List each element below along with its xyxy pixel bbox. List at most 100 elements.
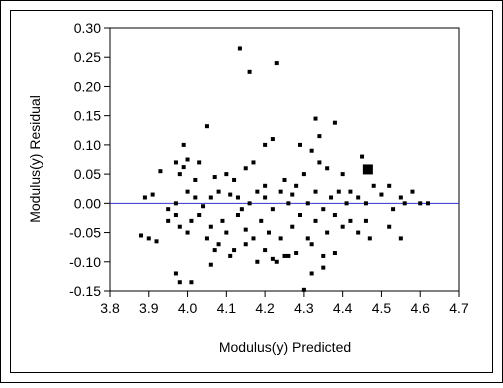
data-point [398, 236, 403, 241]
data-point [208, 224, 213, 229]
highlighted-data-point [362, 164, 373, 175]
data-point [247, 69, 252, 74]
data-point [216, 189, 221, 194]
data-points [139, 46, 430, 292]
data-point [274, 259, 279, 264]
data-point [290, 224, 295, 229]
data-point [301, 287, 306, 292]
x-tick-label: 4.5 [372, 300, 392, 316]
data-point [251, 160, 256, 165]
data-point [363, 201, 368, 206]
data-point [177, 172, 182, 177]
data-point [204, 124, 209, 129]
data-point [263, 248, 268, 253]
data-point [139, 233, 144, 238]
data-point [340, 172, 345, 177]
x-tick-label: 4.2 [255, 300, 275, 316]
inner-border [10, 10, 493, 373]
y-tick-label: 0.05 [74, 166, 101, 182]
data-point [220, 218, 225, 223]
data-point [387, 183, 392, 188]
data-point [379, 192, 384, 197]
data-point [294, 251, 299, 256]
x-tick-label: 4.4 [333, 300, 353, 316]
data-point [402, 201, 407, 206]
data-point [189, 280, 194, 285]
data-point [317, 134, 322, 139]
data-point [325, 230, 330, 235]
data-point [224, 230, 229, 235]
data-point [201, 204, 206, 209]
data-point [146, 236, 151, 241]
data-point [313, 218, 318, 223]
data-point [154, 239, 159, 244]
y-tick-label: 0.00 [74, 195, 101, 211]
data-point [189, 218, 194, 223]
data-point [321, 253, 326, 258]
data-point [181, 165, 186, 170]
y-tick-label: -0.15 [69, 283, 101, 299]
data-point [193, 177, 198, 182]
data-point [336, 189, 341, 194]
data-point [344, 201, 349, 206]
data-point [247, 201, 252, 206]
data-point [228, 192, 233, 197]
data-point [360, 154, 365, 159]
data-point [224, 172, 229, 177]
data-point [356, 195, 361, 200]
data-point [263, 183, 268, 188]
data-point [418, 201, 423, 206]
data-point [177, 224, 182, 229]
data-point [204, 236, 209, 241]
data-point [298, 142, 303, 147]
y-axis: -0.15 -0.10 -0.05 0.00 0.05 0.10 0.15 0.20 0.25 0… [69, 20, 110, 299]
data-point [278, 189, 283, 194]
x-tick-label: 3.9 [139, 300, 159, 316]
data-point [321, 207, 326, 212]
data-point [367, 236, 372, 241]
data-point [313, 116, 318, 121]
data-point [255, 259, 260, 264]
data-point [325, 166, 330, 171]
data-point [173, 271, 178, 276]
data-point [309, 148, 314, 153]
data-point [235, 213, 240, 218]
data-point [391, 207, 396, 212]
data-point [321, 265, 326, 270]
data-point [305, 236, 310, 241]
data-point [232, 177, 237, 182]
data-point [309, 242, 314, 247]
data-point [208, 195, 213, 200]
data-point [317, 160, 322, 165]
data-point [348, 218, 353, 223]
y-tick-label: -0.10 [69, 254, 101, 270]
data-point [181, 142, 186, 147]
data-point [294, 183, 299, 188]
data-point [332, 213, 337, 218]
data-point [197, 213, 202, 218]
data-point [166, 207, 171, 212]
data-point [208, 262, 213, 267]
x-tick-label: 4.0 [178, 300, 198, 316]
data-point [212, 175, 217, 180]
data-point [216, 242, 221, 247]
data-point [166, 218, 171, 223]
y-tick-label: -0.05 [69, 225, 101, 241]
data-point [387, 224, 392, 229]
y-axis-label: Modulus(y) Residual [27, 95, 43, 223]
data-point [142, 195, 147, 200]
data-point [410, 189, 415, 194]
data-point [371, 183, 376, 188]
data-point [197, 160, 202, 165]
data-point [263, 142, 268, 147]
data-point [282, 253, 287, 258]
data-point [348, 189, 353, 194]
data-point [185, 189, 190, 194]
x-tick-label: 4.6 [410, 300, 430, 316]
data-point [237, 46, 242, 51]
data-point [243, 227, 248, 232]
data-point [150, 192, 155, 197]
x-tick-label: 4.3 [294, 300, 314, 316]
